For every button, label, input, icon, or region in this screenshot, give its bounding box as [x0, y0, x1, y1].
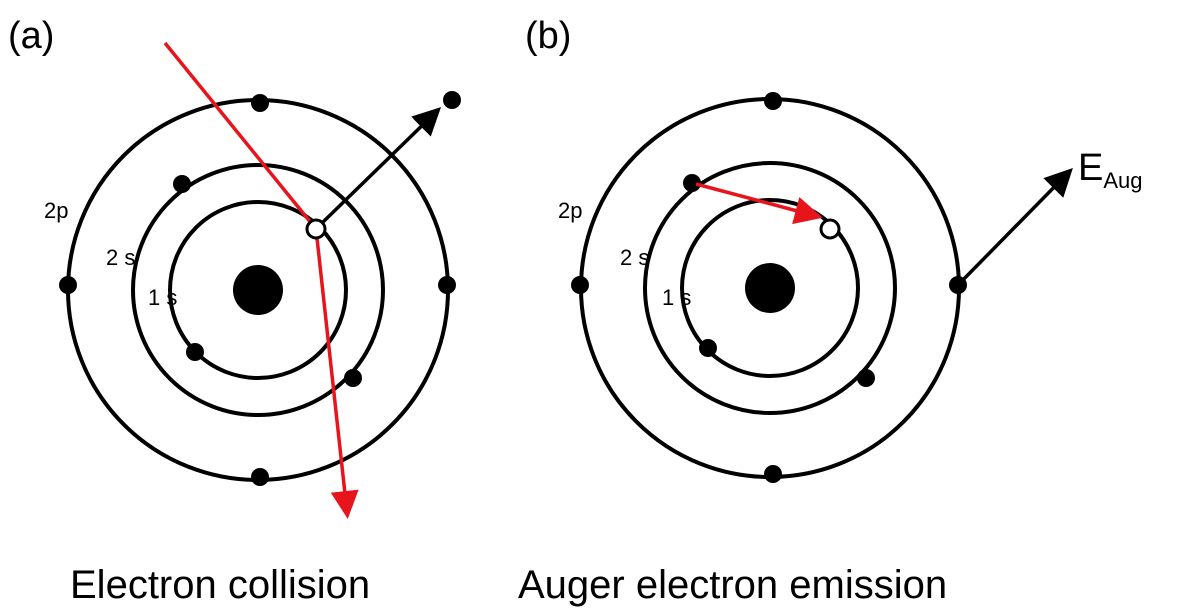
caption: Electron collision — [70, 563, 370, 607]
panel-a: (a) 2p 2 s 1 s Electron collision — [8, 15, 461, 607]
nucleus — [745, 263, 795, 313]
hole — [819, 218, 841, 240]
shell-label: 1 s — [148, 285, 177, 310]
orbit-2s — [643, 161, 897, 415]
panel-label: (a) — [8, 15, 54, 57]
orbit-1s — [680, 198, 860, 378]
shell-label: 2p — [558, 198, 582, 223]
orbit-2s — [131, 163, 385, 417]
shell-label: 2 s — [620, 245, 649, 270]
energy-symbol: E — [1078, 147, 1103, 189]
shell-label: 2p — [44, 198, 68, 223]
transition — [695, 182, 823, 225]
panel-b: (b) 2p 2 s 1 s EAug Auger electron emiss… — [518, 15, 1143, 607]
caption: Auger electron emission — [518, 563, 947, 607]
orbit-1s — [168, 200, 348, 380]
auger-path — [956, 168, 1073, 287]
energy-label: EAug — [1078, 147, 1143, 193]
shell-label: 2 s — [106, 245, 135, 270]
hole — [305, 218, 327, 240]
shell-label: 1 s — [662, 285, 691, 310]
ejected-electron — [443, 91, 461, 109]
electrons — [59, 94, 456, 486]
panel-label: (b) — [525, 15, 571, 57]
energy-subscript: Aug — [1103, 168, 1142, 193]
electrons — [571, 92, 967, 483]
nucleus — [233, 265, 283, 315]
ejected-path — [320, 107, 442, 225]
